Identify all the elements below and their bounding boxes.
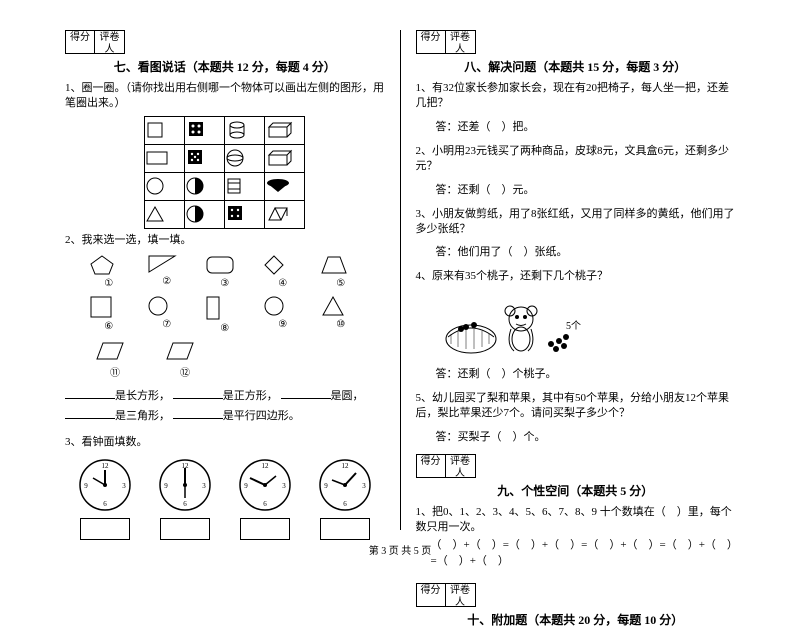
score-label: 得分	[65, 30, 95, 54]
q8-2: 2、小明用23元钱买了两种商品，皮球8元，文具盒6元，还剩多少元？	[416, 144, 736, 175]
cylinder-icon	[225, 120, 249, 140]
para1-icon	[95, 340, 125, 362]
square2-icon	[89, 295, 113, 319]
sphere-icon	[225, 148, 245, 168]
score-box-9: 得分 评卷人	[416, 454, 736, 478]
q7-3-text: 3、看钟面填数。	[65, 435, 385, 450]
a8-5: 答：买梨子（ ）个。	[436, 428, 736, 444]
circle-icon	[145, 176, 165, 196]
cuboid-icon	[265, 121, 293, 139]
score-box-7: 得分 评卷人	[65, 30, 385, 54]
dice-icon	[185, 120, 209, 140]
svg-text:3: 3	[282, 482, 286, 490]
svg-text:6: 6	[263, 500, 267, 508]
section-9-title: 九、个性空间（本题共 5 分）	[416, 482, 736, 499]
page-footer: 第 3 页 共 5 页	[0, 542, 800, 557]
svg-text:9: 9	[244, 482, 248, 490]
svg-text:6: 6	[343, 500, 347, 508]
cone-icon	[265, 178, 291, 194]
clock-answer-box[interactable]	[160, 518, 210, 540]
tall-rect-icon	[205, 295, 221, 321]
flag-triangle-icon	[147, 254, 177, 274]
square-icon	[145, 120, 165, 140]
svg-text:6: 6	[183, 500, 187, 508]
svg-text:9: 9	[164, 482, 168, 490]
clock-answer-box[interactable]	[240, 518, 290, 540]
q8-4: 4、原来有35个桃子，还剩下几个桃子？	[416, 269, 736, 284]
q8-1: 1、有32位家长参加家长会，现在有20把椅子，每人坐一把，还差几把？	[416, 81, 736, 112]
svg-text:9: 9	[324, 482, 328, 490]
q8-3: 3、小朋友做剪纸，用了8张红纸，又用了同样多的黄纸，他们用了多少张纸？	[416, 207, 736, 238]
dice2-icon	[185, 148, 207, 168]
rounded-rect-icon	[205, 254, 235, 276]
grader-label: 评卷人	[95, 30, 125, 54]
para2-icon	[165, 340, 195, 362]
a8-2: 答：还剩（ ）元。	[436, 181, 736, 197]
clock-answer-box[interactable]	[80, 518, 130, 540]
a8-4: 答：还剩（ ）个桃子。	[436, 365, 736, 381]
a8-3: 答：他们用了（ ）张纸。	[436, 243, 736, 259]
svg-text:3: 3	[202, 482, 206, 490]
right-column: 得分 评卷人 八、解决问题（本题共 15 分，每题 3 分） 1、有32位家长参…	[401, 30, 751, 530]
q7-2-text: 2、我来选一选，填一填。	[65, 233, 385, 248]
svg-text:5个: 5个	[566, 320, 581, 332]
q9-1: 1、把0、1、2、3、4、5、6、7、8、9 十个数填在（ ）里，每个数只用一次…	[416, 505, 736, 536]
clock-3: 12 3 6 9	[238, 458, 292, 512]
svg-text:9: 9	[84, 482, 88, 490]
svg-text:3: 3	[362, 482, 366, 490]
clock-4: 12 3 6 9	[318, 458, 372, 512]
cuboid2-icon	[265, 149, 293, 167]
shape-match-table	[144, 116, 305, 229]
shape-select-grid: ① ② ③ ④ ⑤ ⑥ ⑦ ⑧ ⑨ ⑩ ⑪ ⑫	[65, 254, 385, 379]
trapezoid-icon	[321, 254, 347, 276]
svg-text:3: 3	[122, 482, 126, 490]
left-column: 得分 评卷人 七、看图说话（本题共 12 分，每题 4 分） 1、圈一圈。（请你…	[50, 30, 401, 530]
clock-2: 12369	[158, 458, 212, 512]
circle2-icon	[147, 295, 169, 317]
svg-text:12: 12	[101, 462, 109, 470]
diamond-icon	[263, 254, 285, 276]
score-box-8: 得分 评卷人	[416, 30, 736, 54]
svg-text:12: 12	[261, 462, 269, 470]
section-8-title: 八、解决问题（本题共 15 分，每题 3 分）	[416, 58, 736, 75]
q8-5: 5、幼儿园买了梨和苹果，其中有50个苹果，分给小朋友12个苹果后，梨比苹果还少7…	[416, 391, 736, 422]
section-7-title: 七、看图说话（本题共 12 分，每题 4 分）	[65, 58, 385, 75]
triangle-icon	[145, 205, 165, 223]
monkey-basket-image: 5个	[436, 289, 586, 359]
score-box-10: 得分 评卷人	[416, 583, 736, 607]
clock-answer-box[interactable]	[320, 518, 370, 540]
half-circle2-icon	[185, 204, 205, 224]
a8-1: 答：还差（ ）把。	[436, 118, 736, 134]
rect-icon	[145, 150, 169, 166]
prism-icon	[265, 206, 289, 222]
q7-1-text: 1、圈一圈。（请你找出用右侧哪一个物体可以画出左侧的图形，用笔圈出来。）	[65, 81, 385, 112]
section-10-title: 十、附加题（本题共 20 分，每题 10 分）	[416, 611, 736, 628]
clocks-row: 12 3 6 9 12 3 6 9 12 3 6 9 12 3 6 9	[65, 458, 385, 540]
dice3-icon	[225, 204, 247, 224]
can-icon	[225, 176, 243, 196]
pentagon-icon	[89, 254, 115, 276]
svg-text:12: 12	[341, 462, 349, 470]
fill-blanks: 是长方形， 是正方形， 是圆， 是三角形， 是平行四边形。	[65, 387, 385, 427]
svg-text:6: 6	[103, 500, 107, 508]
triangle2-icon	[321, 295, 345, 317]
clock-1: 12 3 6 9	[78, 458, 132, 512]
circle3-icon	[263, 295, 285, 317]
half-circle-icon	[185, 176, 205, 196]
